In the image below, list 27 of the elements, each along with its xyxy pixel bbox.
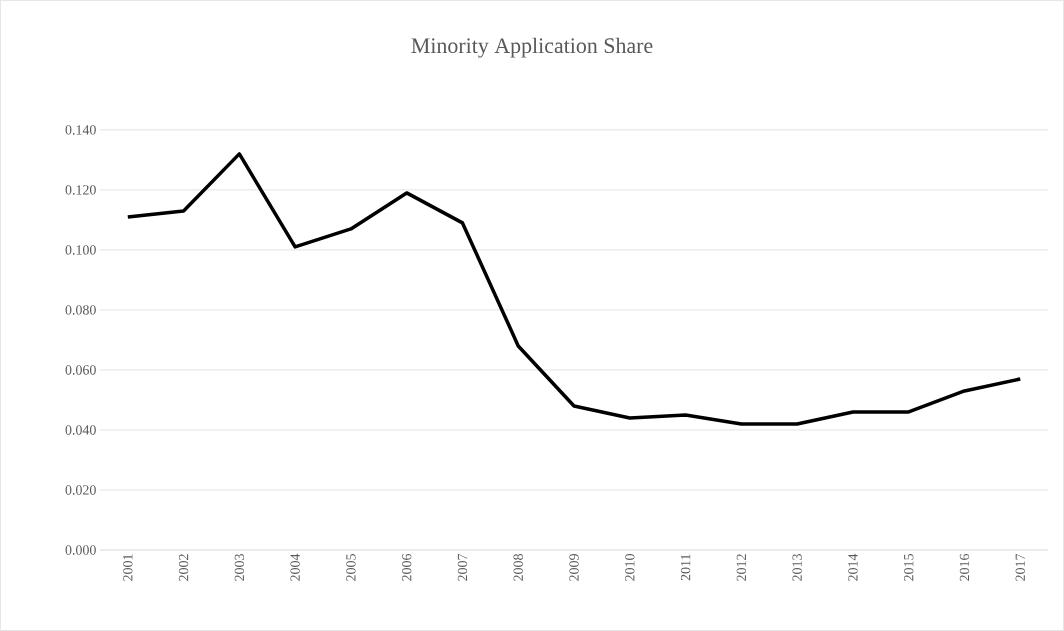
x-tick-label: 2011 — [680, 554, 691, 581]
x-tick-label: 2013 — [792, 554, 802, 581]
x-tick-label: 2007 — [457, 553, 468, 581]
x-tick-label: 2010 — [625, 554, 635, 581]
x-tick-label: 2012 — [736, 554, 747, 581]
x-tick-label: 2016 — [959, 553, 970, 581]
x-tick-label: 2008 — [513, 554, 523, 581]
x-tick-label: 2014 — [848, 553, 858, 581]
x-tick-label: 2017 — [1015, 553, 1025, 581]
y-tick-label: 0.140 — [65, 125, 96, 135]
chart-title: Minority Application Share — [411, 37, 653, 58]
x-tick-label: 2001 — [123, 554, 133, 581]
x-tick-label: 2009 — [569, 554, 579, 581]
y-tick-label: 0.080 — [65, 305, 96, 315]
x-tick-label: 2003 — [234, 554, 245, 581]
x-tick-label: 2002 — [178, 554, 189, 581]
y-tick-label: 0.060 — [65, 365, 96, 375]
y-tick-label: 0.120 — [65, 185, 96, 195]
x-tick-label: 2004 — [290, 553, 300, 581]
y-tick-label: 0.000 — [65, 545, 96, 555]
x-tick-label: 2005 — [346, 554, 356, 581]
y-tick-label: 0.040 — [65, 425, 96, 435]
line-series — [126, 152, 1022, 426]
x-tick-label: 2015 — [903, 554, 914, 581]
x-tick-label: 2006 — [401, 553, 412, 581]
y-tick-label: 0.020 — [65, 485, 96, 495]
y-tick-label: 0.100 — [65, 245, 96, 255]
